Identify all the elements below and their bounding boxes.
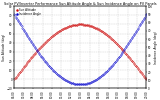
Y-axis label: Sun Altitude (deg): Sun Altitude (deg)	[2, 34, 6, 61]
Legend: Sun Altitude, Incidence Angle: Sun Altitude, Incidence Angle	[16, 8, 41, 16]
Title: Solar PV/Inverter Performance Sun Altitude Angle & Sun Incidence Angle on PV Pan: Solar PV/Inverter Performance Sun Altitu…	[4, 2, 157, 6]
Y-axis label: Incidence Angle (deg): Incidence Angle (deg)	[154, 31, 158, 64]
